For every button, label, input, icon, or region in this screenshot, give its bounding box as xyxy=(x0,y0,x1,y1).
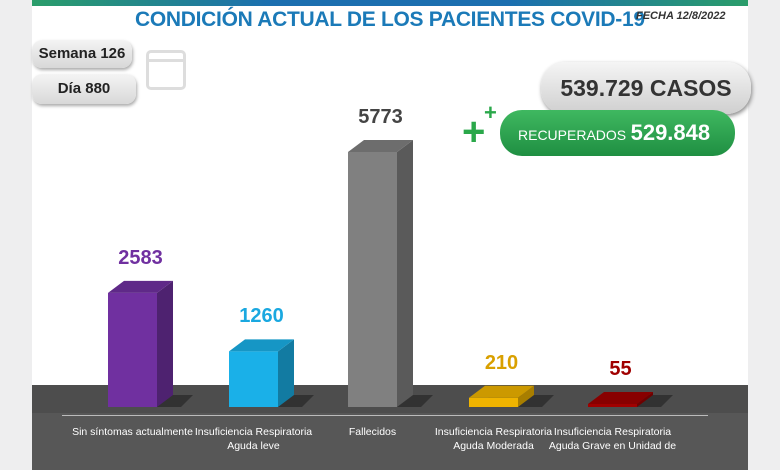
bar xyxy=(229,339,314,407)
value-label: 2583 xyxy=(118,246,163,269)
value-label: 210 xyxy=(484,351,519,374)
bar xyxy=(108,280,193,407)
date-label: FECHA 12/8/2022 xyxy=(636,10,726,22)
category-label: Insuficiencia Respiratoria Aguda Moderad… xyxy=(434,426,553,452)
calendar-icon xyxy=(146,50,186,90)
category-label: Sin síntomas actualmente xyxy=(72,426,193,438)
category-label: Fallecidos xyxy=(348,426,397,438)
day-badge: Día 880 xyxy=(32,74,136,104)
recovered-value: 529.848 xyxy=(630,120,711,145)
total-cases: 539.729 CASOS xyxy=(541,62,751,114)
plus-icon: + xyxy=(462,110,486,154)
bar xyxy=(469,385,554,407)
plus-small-icon: + xyxy=(484,100,497,125)
bar xyxy=(348,140,433,407)
value-label: 5773 xyxy=(358,106,403,128)
category-label: Insuficiencia Respiratoria Aguda Grave e… xyxy=(548,426,677,452)
page-title: CONDICIÓN ACTUAL DE LOS PACIENTES COVID-… xyxy=(135,8,645,31)
recovered-badge: RECUPERADOS 529.848 xyxy=(500,110,735,156)
value-label: 1260 xyxy=(239,305,284,328)
category-area xyxy=(32,413,748,470)
week-badge: Semana 126 xyxy=(32,40,132,68)
bar xyxy=(588,392,673,407)
category-label: Insuficiencia Respiratoria Aguda leve xyxy=(194,426,313,452)
top-banner xyxy=(32,0,748,6)
recovered-label: RECUPERADOS xyxy=(518,127,627,143)
value-label: 55 xyxy=(609,358,632,380)
